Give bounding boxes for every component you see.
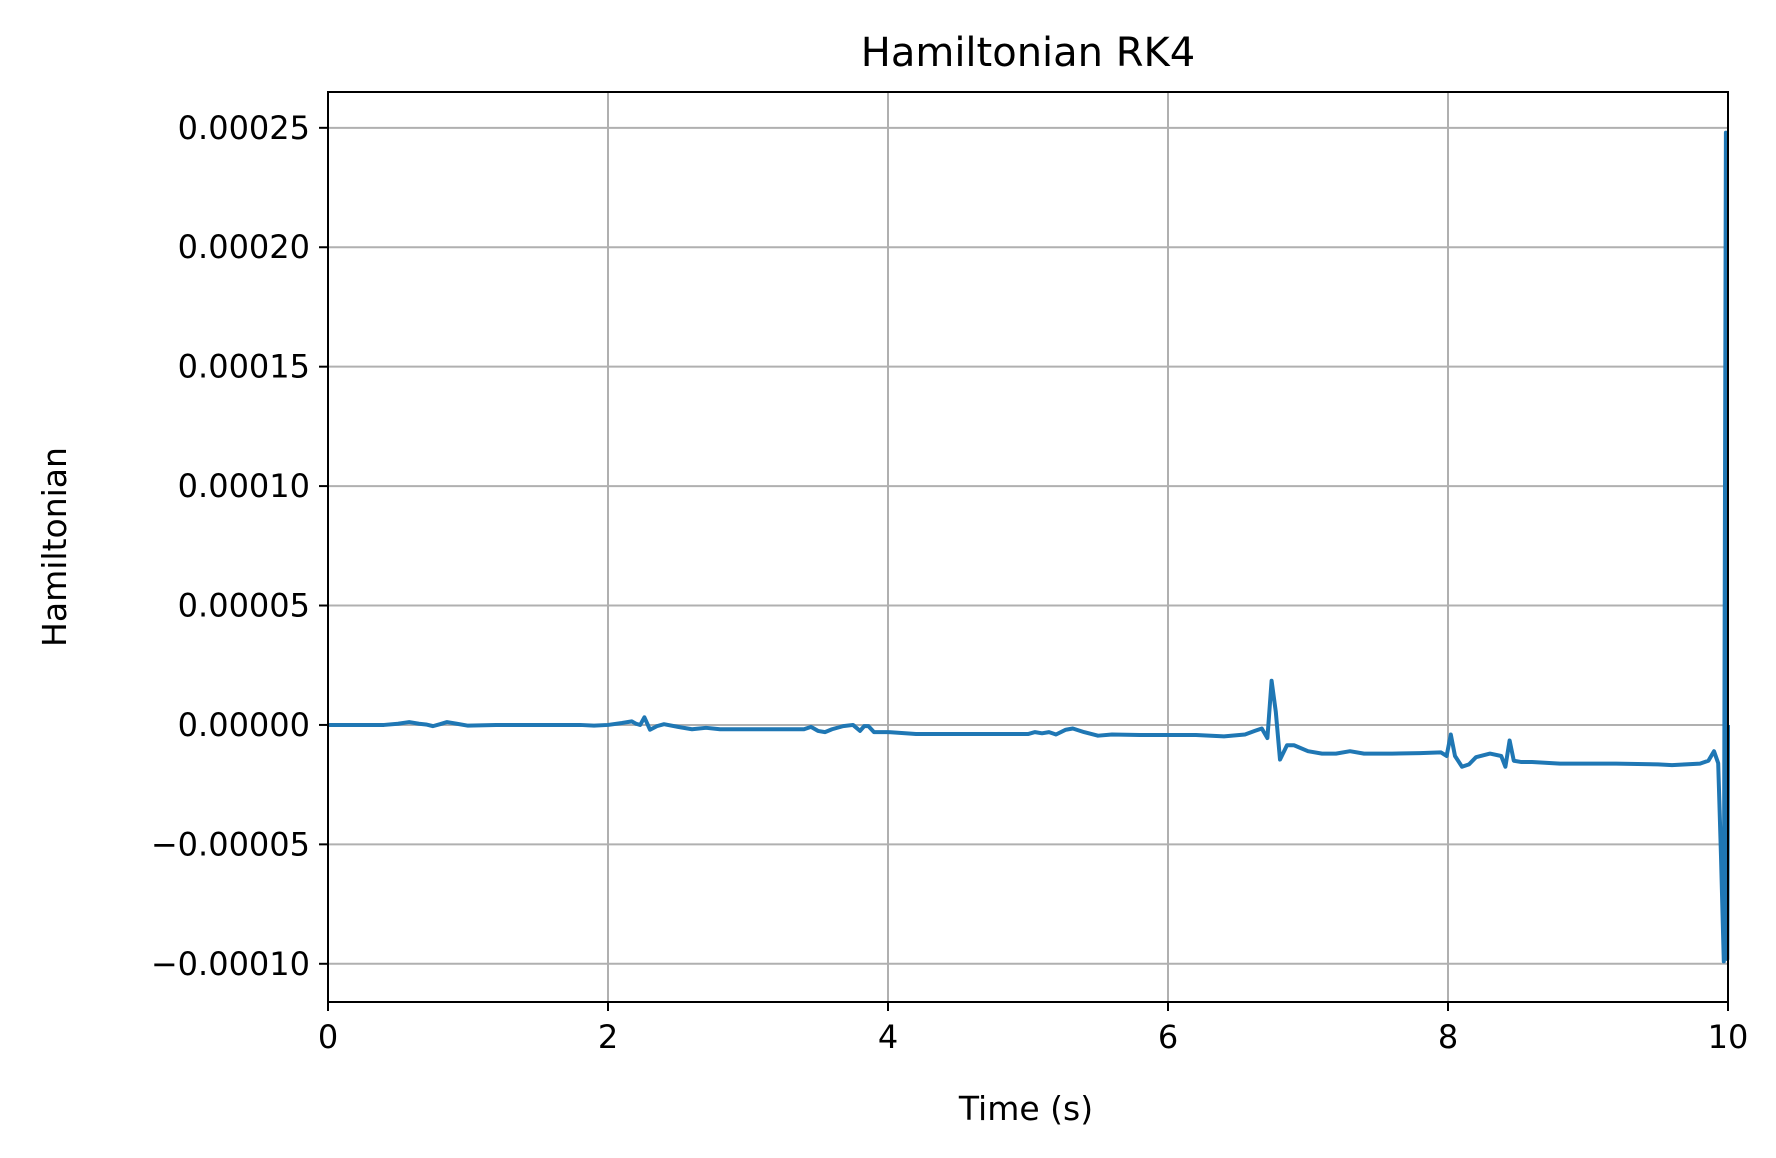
series-layer	[328, 130, 1730, 964]
y-tick-label: 0.00020	[178, 228, 310, 266]
series-line	[328, 130, 1730, 964]
chart-title: Hamiltonian RK4	[861, 30, 1195, 76]
y-tick-label: −0.00010	[151, 945, 310, 983]
x-tick-label: 4	[878, 1018, 898, 1056]
y-tick-label: 0.00000	[178, 706, 310, 744]
x-tick-label: 10	[1708, 1018, 1749, 1056]
x-axis-label: Time (s)	[958, 1089, 1093, 1128]
y-tick-label: −0.00005	[151, 825, 310, 863]
y-tick-label: 0.00015	[178, 348, 310, 386]
y-axis-label: Hamiltonian	[35, 447, 74, 647]
x-tick-label: 0	[318, 1018, 338, 1056]
x-tick-label: 2	[598, 1018, 618, 1056]
x-tick-label: 8	[1438, 1018, 1458, 1056]
y-tick-label: 0.00005	[178, 587, 310, 625]
x-tick-label: 6	[1158, 1018, 1178, 1056]
y-tick-label: 0.00025	[178, 109, 310, 147]
plot-area-frame	[327, 91, 1729, 1003]
y-tick-label: 0.00010	[178, 467, 310, 505]
axis-ticks: 0 2 4 6 8 10 −0.00010 −0.00005 0.00000 0.00005 0.0…	[151, 109, 1749, 1056]
